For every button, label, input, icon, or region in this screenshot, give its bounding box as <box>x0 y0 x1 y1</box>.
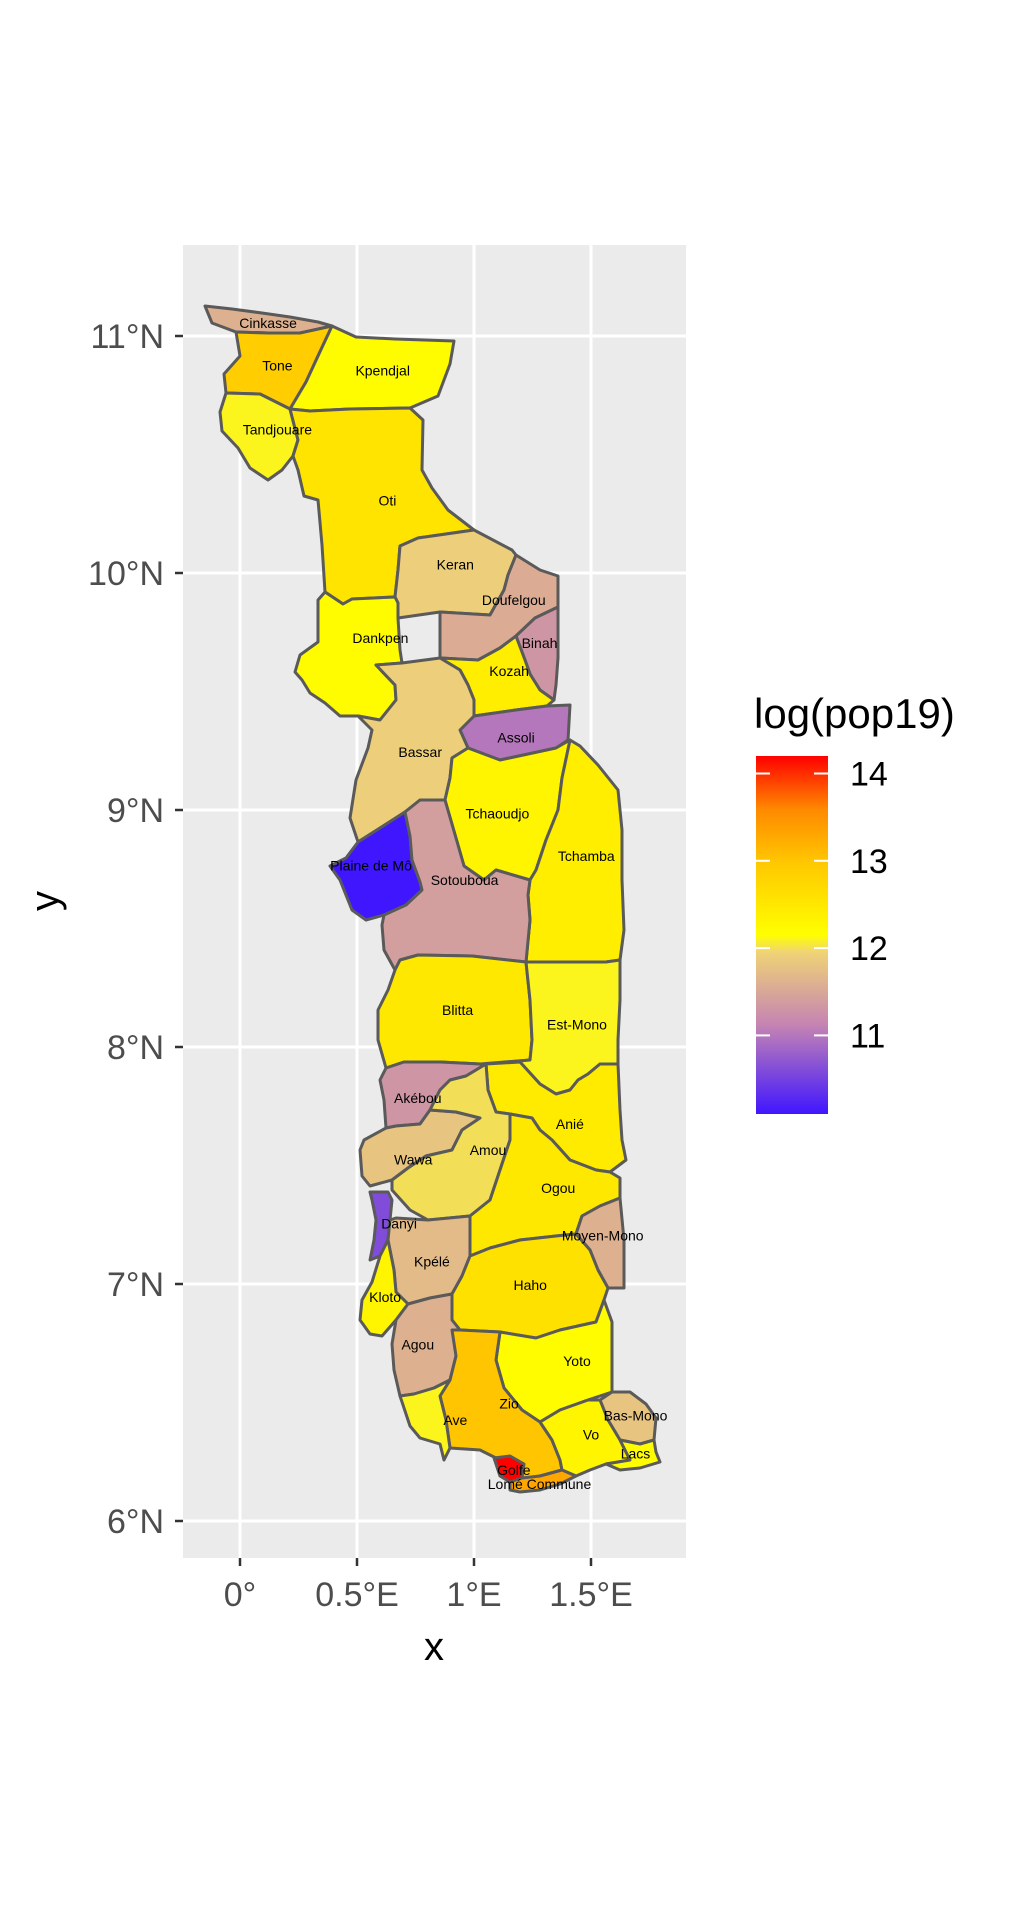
region-label: Haho <box>513 1277 547 1293</box>
legend-title: log(pop19) <box>754 690 955 737</box>
legend: log(pop19) 14 13 12 11 <box>754 690 955 1114</box>
y-tick-label: 7°N <box>107 1266 164 1304</box>
region-label: Ogou <box>541 1180 575 1196</box>
region-label: Blitta <box>442 1002 473 1018</box>
legend-colorbar <box>756 756 828 1114</box>
legend-tick-label: 12 <box>850 930 888 968</box>
legend-tick-label: 14 <box>850 756 888 794</box>
region-label: Moyen-Mono <box>562 1227 644 1243</box>
region-label: Plaine de Mô <box>330 858 412 874</box>
region-label: Tone <box>262 358 293 374</box>
y-tick-label: 9°N <box>107 792 164 830</box>
region-label: Tandjouare <box>243 422 312 438</box>
region-label: Sotouboua <box>431 872 499 888</box>
region-label: Dankpen <box>352 630 408 646</box>
region-label: Vo <box>583 1426 600 1442</box>
region-label: Lacs <box>621 1445 651 1461</box>
region-label: Kloto <box>369 1289 401 1305</box>
legend-tick-label: 13 <box>850 843 888 881</box>
region-label: Tchaoudjo <box>465 805 529 821</box>
y-tick-label: 10°N <box>88 555 164 593</box>
region-label: Amou <box>470 1142 507 1158</box>
region-label: Kpélé <box>414 1253 450 1269</box>
region-label: Zio <box>499 1396 519 1412</box>
legend-tick-label: 11 <box>850 1017 885 1055</box>
region-label: Akébou <box>394 1090 441 1106</box>
region-label: Tchamba <box>558 848 615 864</box>
region-label: Ave <box>443 1412 467 1428</box>
x-tick-label: 1.5°E <box>549 1576 633 1614</box>
region-label: Cinkasse <box>239 315 297 331</box>
region-label: Binah <box>522 635 558 651</box>
region-label: Lomé Commune <box>488 1476 592 1492</box>
region-label: Bassar <box>398 744 442 760</box>
region-label: Bas-Mono <box>604 1407 668 1423</box>
region-label: Oti <box>378 493 396 509</box>
x-tick-label: 0.5°E <box>315 1576 399 1614</box>
region-label: Yoto <box>563 1353 591 1369</box>
region-label: Wawa <box>394 1152 433 1168</box>
x-tick-label: 0° <box>224 1576 257 1614</box>
x-axis-title: x <box>424 1625 444 1669</box>
y-tick-label: 6°N <box>107 1503 164 1541</box>
region-label: Kpendjal <box>355 362 410 378</box>
x-tick-label: 1°E <box>446 1576 501 1614</box>
region-label: Keran <box>437 557 474 573</box>
y-axis-title: y <box>23 891 67 911</box>
region-label: Est-Mono <box>547 1016 607 1032</box>
region-label: Agou <box>401 1336 434 1352</box>
y-tick-label: 8°N <box>107 1029 164 1067</box>
region-label: Doufelgou <box>482 592 546 608</box>
region-label: Anié <box>556 1116 584 1132</box>
region-label: Assoli <box>497 730 534 746</box>
region-label: Kozah <box>489 663 529 679</box>
y-tick-label: 11°N <box>91 318 164 356</box>
region-label: Danyi <box>381 1216 417 1232</box>
